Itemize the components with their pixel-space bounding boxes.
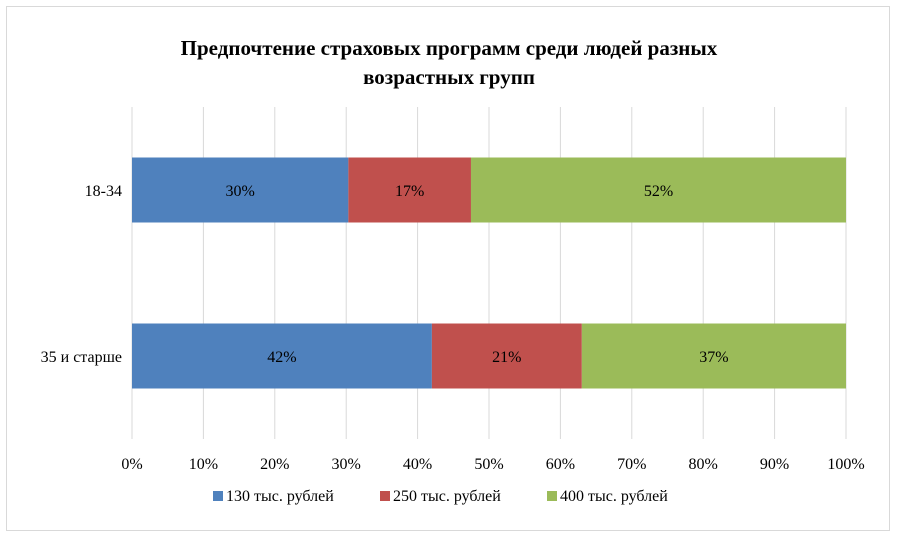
x-tick-label: 80% bbox=[689, 456, 718, 473]
stacked-bar-chart: Предпочтение страховых программ среди лю… bbox=[41, 36, 865, 505]
chart-title-line-1: Предпочтение страховых программ среди лю… bbox=[181, 36, 718, 60]
chart-title-line-2: возрастных групп bbox=[363, 65, 535, 89]
bar-segment bbox=[132, 157, 349, 223]
x-tick-label: 0% bbox=[121, 456, 142, 473]
data-label: 17% bbox=[395, 183, 424, 200]
chart-area: Предпочтение страховых программ среди лю… bbox=[6, 6, 890, 531]
legend-swatch bbox=[547, 491, 557, 501]
x-tick-label: 70% bbox=[617, 456, 646, 473]
data-label: 37% bbox=[699, 349, 728, 366]
x-tick-label: 60% bbox=[546, 456, 575, 473]
bar-segment bbox=[470, 157, 846, 223]
gridlines bbox=[131, 107, 847, 439]
x-tick-label: 90% bbox=[760, 456, 789, 473]
x-tick-label: 40% bbox=[403, 456, 432, 473]
bar-segment bbox=[348, 157, 471, 223]
value-axis: 0% 10% 20% 30% 40% 50% 60% 70% 80% 90% 100% bbox=[121, 456, 864, 473]
x-tick-label: 50% bbox=[474, 456, 503, 473]
bars bbox=[132, 157, 846, 389]
x-tick-label: 30% bbox=[332, 456, 361, 473]
legend-label: 130 тыс. рублей bbox=[226, 488, 334, 505]
bar-segment bbox=[431, 323, 582, 389]
legend: 130 тыс. рублей 250 тыс. рублей 400 тыс. р… bbox=[213, 488, 668, 505]
data-label: 30% bbox=[226, 183, 255, 200]
x-tick-label: 100% bbox=[827, 456, 864, 473]
x-tick-label: 20% bbox=[260, 456, 289, 473]
bar-segment bbox=[132, 323, 432, 389]
legend-swatch bbox=[213, 491, 223, 501]
data-label: 21% bbox=[492, 349, 521, 366]
data-label: 52% bbox=[644, 183, 673, 200]
legend-label: 250 тыс. рублей bbox=[393, 488, 501, 505]
x-tick-label: 10% bbox=[189, 456, 218, 473]
category-label: 35 и старше bbox=[41, 349, 122, 366]
bar-segment bbox=[581, 323, 846, 389]
legend-label: 400 тыс. рублей bbox=[560, 488, 668, 505]
legend-swatch bbox=[380, 491, 390, 501]
data-label: 42% bbox=[267, 349, 296, 366]
data-labels: 30% 17% 52% 42% 21% 37% bbox=[226, 183, 729, 366]
category-axis: 18-34 35 и старше bbox=[41, 183, 122, 366]
category-label: 18-34 bbox=[85, 183, 122, 200]
